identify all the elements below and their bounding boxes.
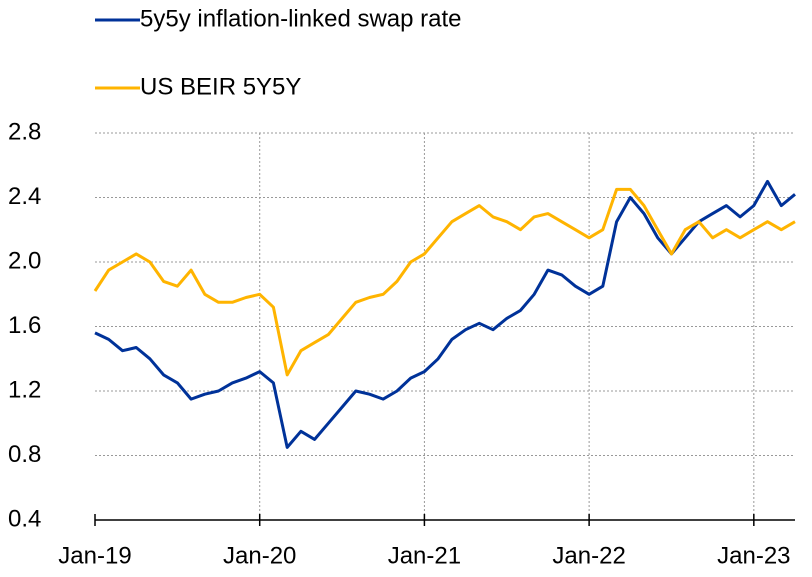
series-line	[93, 187, 796, 377]
y-tick-label: 2.0	[8, 247, 41, 274]
x-tick-label: Jan-20	[223, 542, 296, 569]
y-tick-label: 1.2	[8, 376, 41, 403]
x-tick-label: Jan-21	[388, 542, 461, 569]
legend-label: 5y5y inflation-linked swap rate	[140, 5, 462, 32]
y-tick-label: 2.8	[8, 118, 41, 145]
y-tick-label: 0.4	[8, 505, 41, 532]
y-tick-label: 2.4	[8, 183, 41, 210]
y-tick-label: 0.8	[8, 441, 41, 468]
series-line	[94, 179, 796, 449]
x-tick-label: Jan-22	[552, 542, 625, 569]
y-tick-label: 1.6	[8, 312, 41, 339]
x-tick-label: Jan-19	[58, 542, 131, 569]
x-tick-label: Jan-23	[717, 542, 790, 569]
legend-label: US BEIR 5Y5Y	[140, 73, 301, 100]
